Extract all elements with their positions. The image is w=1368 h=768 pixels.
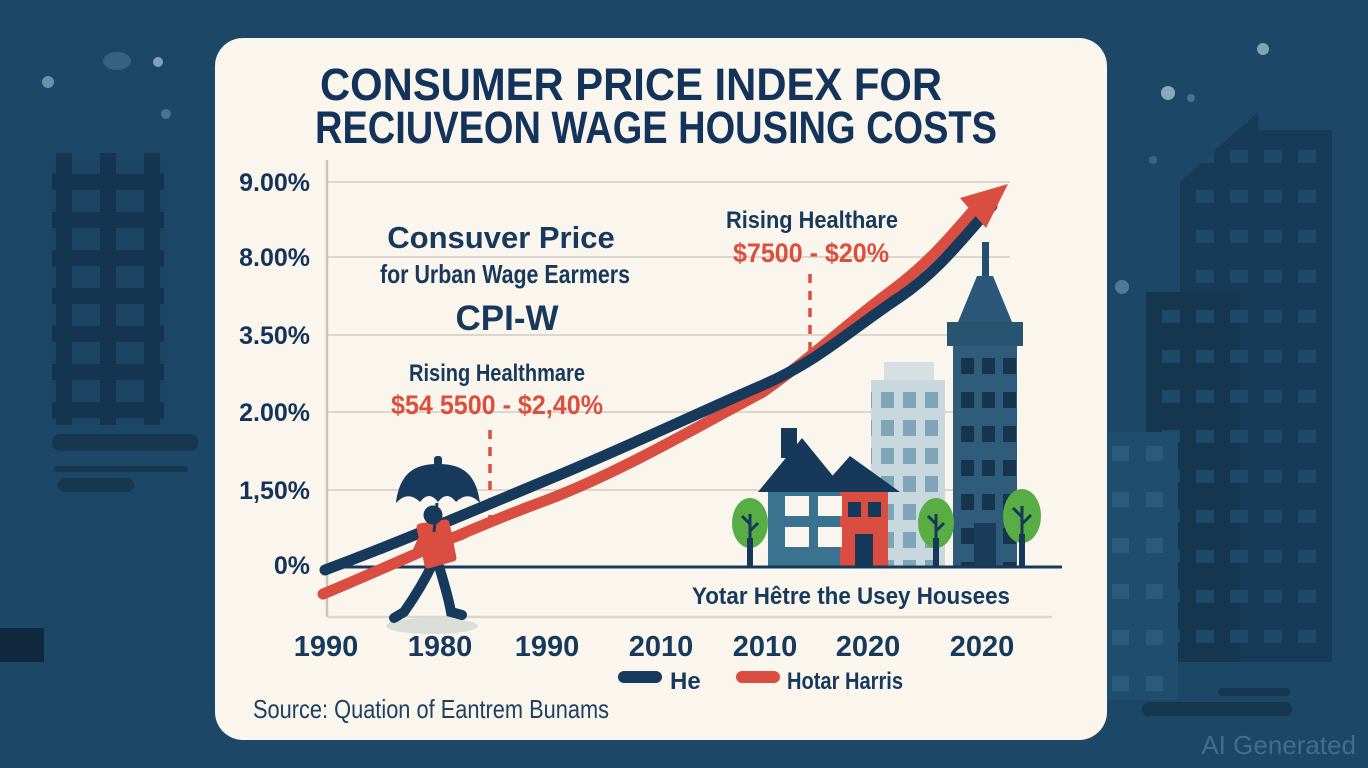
center-block-line2: for Urban Wage Earmers [380,259,630,289]
house-windows [785,496,842,547]
infographic-card: CONSUMER PRICE INDEX FOR RECIUVEON WAGE … [215,38,1107,740]
card-title-line1: CONSUMER PRICE INDEX FOR [320,59,942,110]
umbrella-icon [396,464,480,503]
chart-legend: He Hotar Harris [618,668,903,695]
center-block-line3: CPI-W [455,299,558,338]
x-tick-label: 1980 [408,631,473,663]
x-tick-label: 1990 [294,631,359,663]
legend-label-hotar-harris: Hotar Harris [787,668,903,695]
y-axis-tick-labels: 9.00% 8.00% 3.50% 2.00% 1,50% 0% [239,169,310,580]
y-tick-label: 3.50% [239,322,310,350]
arrow-up-icon [960,184,1008,228]
annotation-value: $7500 - $20% [733,238,889,268]
legend-swatch-hotar-harris [736,671,780,683]
legend-label-he: He [670,668,701,695]
person-hand-object [459,529,469,539]
left-building-silhouette [0,153,198,662]
center-text-block: Consuver Price for Urban Wage Earmers CP… [380,220,630,338]
y-tick-label: 9.00% [239,169,310,197]
person-arm-right [436,529,465,541]
stars-right [1115,43,1269,355]
house-red-windows [848,502,881,567]
center-block-line1: Consuver Price [387,220,614,255]
skyscraper-door [974,523,996,567]
card-title-line2: RECIUVEON WAGE HOUSING COSTS [315,102,997,153]
ai-generated-watermark: AI Generated [1201,730,1356,760]
umbrella-tip [434,456,442,466]
person-leg-right [433,558,467,620]
y-tick-label: 2.00% [239,399,310,427]
person-illustration [386,456,480,634]
house-roof-right [818,456,900,492]
person-leg-left [389,558,438,623]
tree-illustration-middle [918,498,954,567]
houses-caption: Yotar Hêtre the Usey Housees [692,583,1010,610]
house-illustration [758,428,900,567]
tree-illustration-left [732,498,768,567]
x-axis-tick-labels: 1990 1980 1990 2010 2010 2020 2020 [294,631,1015,663]
legend-swatch-he [618,671,662,683]
person-shadow [386,618,478,634]
source-text: Source: Quation of Eantrem Bunams [253,694,609,724]
series-line-he [319,200,998,576]
house-door [855,534,873,567]
annotation-label: Rising Healthare [726,207,898,234]
annotation-label: Rising Healthmare [409,360,585,387]
person-head [423,505,443,525]
y-tick-label: 8.00% [239,244,310,272]
annotation-value: $54 5500 - $2,40% [391,390,603,420]
right-building-silhouettes [1102,112,1332,716]
annotation-healthare: Rising Healthare $7500 - $20% [726,207,898,363]
y-tick-label: 0% [274,552,310,580]
house-roof [758,438,846,492]
x-tick-label: 2010 [629,631,694,663]
x-tick-label: 2020 [836,631,901,663]
x-tick-label: 2010 [733,631,798,663]
person-torso [416,519,457,569]
x-tick-label: 1990 [515,631,580,663]
tree-illustration-right [1003,489,1041,567]
person-arm-left [411,532,427,558]
x-tick-label: 2020 [950,631,1015,663]
y-tick-label: 1,50% [239,477,310,505]
stars-left [42,52,171,119]
annotation-healthmare: Rising Healthmare $54 5500 - $2,40% [391,360,603,521]
skyscraper-spire [982,242,989,278]
umbrella-handle [432,502,439,533]
